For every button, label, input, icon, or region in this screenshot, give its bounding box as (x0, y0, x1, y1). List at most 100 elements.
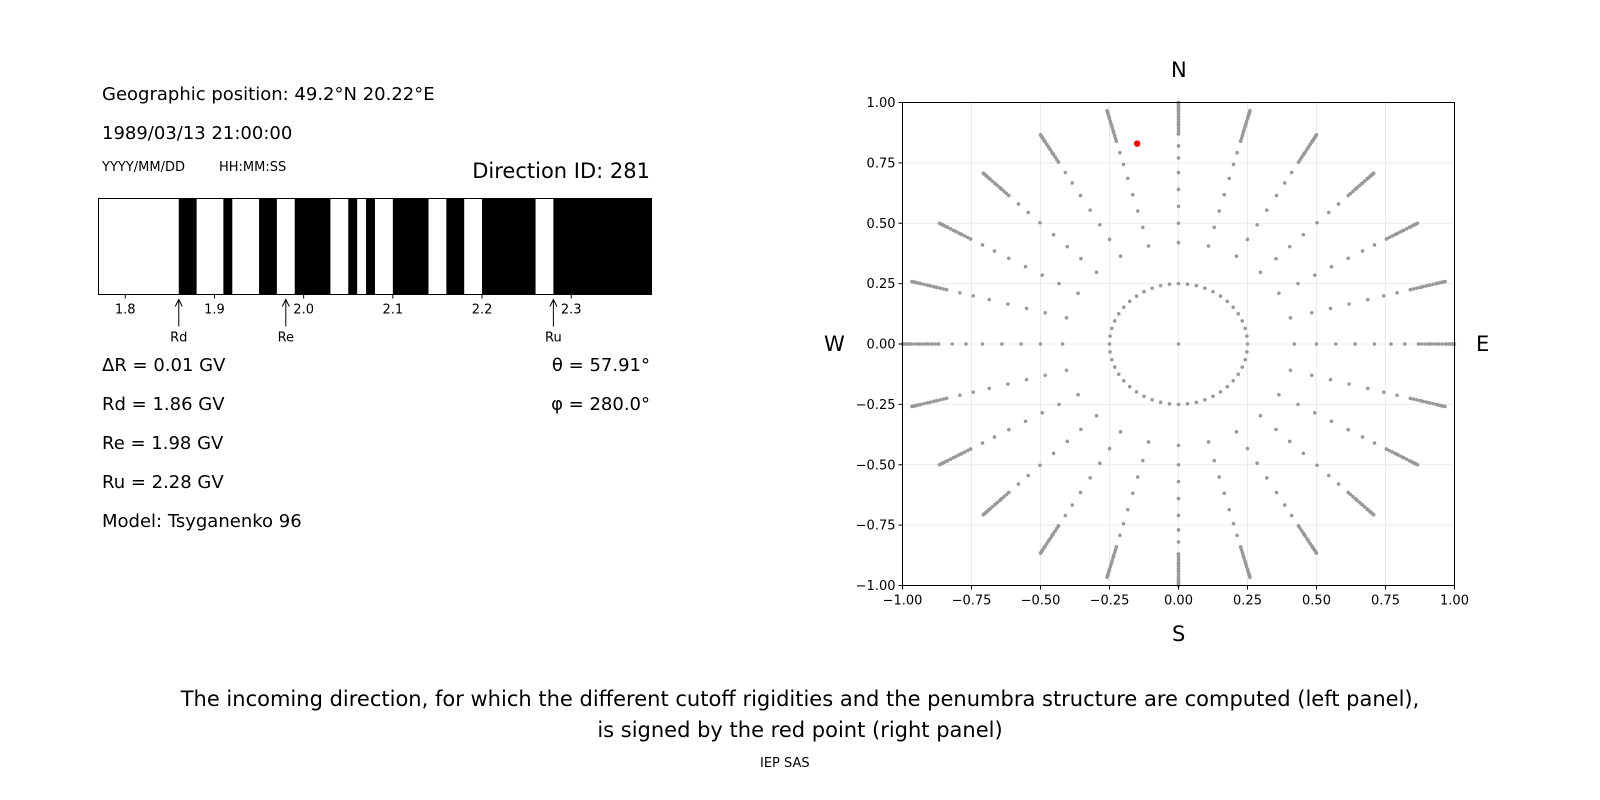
direction-point (958, 393, 962, 398)
direction-point (941, 287, 946, 291)
direction-point (1369, 511, 1374, 515)
direction-point (1107, 446, 1112, 451)
direction-point (1176, 187, 1181, 192)
penumbra-tick-label: 1.9 (204, 303, 225, 318)
direction-point (1420, 342, 1424, 346)
direction-point (1387, 448, 1392, 453)
direction-point (1176, 555, 1181, 559)
direction-point (1421, 399, 1426, 404)
direction-point (1134, 390, 1139, 394)
direction-point (950, 342, 954, 346)
direction-point (1424, 284, 1429, 288)
direction-point (1109, 561, 1114, 566)
compass-north: N (1171, 58, 1187, 82)
direction-point (922, 282, 926, 287)
direction-point (1358, 501, 1362, 505)
direction-point (1396, 453, 1400, 457)
direction-point (1326, 210, 1331, 215)
direction-point (1367, 509, 1372, 513)
direction-point (1125, 176, 1130, 181)
direction-point (1176, 342, 1181, 346)
direction-point (1243, 125, 1247, 129)
direction-point (1360, 503, 1365, 507)
direction-point (1176, 563, 1181, 568)
penumbra-chart: 1.8 1.9 2.0 2.1 2.2 2.3 Rd Re Ru (98, 198, 652, 346)
direction-point (1348, 492, 1353, 497)
x-tick-label: 0.25 (1233, 594, 1262, 609)
direction-point (1140, 458, 1145, 463)
direction-point (1112, 365, 1117, 369)
direction-point (912, 280, 917, 284)
direction-point (951, 228, 956, 233)
direction-point (1243, 326, 1247, 331)
direction-point (1176, 111, 1181, 116)
direction-point (1004, 191, 1009, 196)
direction-point (1360, 435, 1365, 439)
direction-point (1243, 122, 1248, 127)
direction-point (1346, 490, 1351, 495)
direction-point (1222, 491, 1227, 496)
direction-point (960, 232, 964, 237)
direction-point (1245, 342, 1250, 346)
direction-point (1240, 133, 1245, 138)
direction-point (935, 398, 939, 403)
direction-point (1245, 237, 1250, 242)
direction-point (1440, 280, 1445, 284)
direction-point (1112, 319, 1117, 323)
direction-point (936, 342, 941, 346)
direction-point (919, 281, 923, 286)
direction-point (1135, 209, 1140, 213)
direction-point (1353, 342, 1357, 346)
direction-point (1418, 398, 1422, 403)
direction-point (1130, 192, 1135, 197)
direction-point (1121, 521, 1126, 526)
direction-point (1106, 570, 1111, 574)
marker-label: Ru (545, 331, 562, 346)
y-tick-label: 0.00 (867, 338, 896, 353)
direction-point (1247, 111, 1252, 115)
direction-point (1367, 175, 1372, 179)
direction-point (1433, 342, 1437, 346)
direction-point (992, 503, 997, 507)
direction-point (1040, 549, 1044, 553)
direction-point (1336, 202, 1341, 206)
direction-point (1176, 204, 1181, 209)
direction-point (1225, 384, 1230, 389)
direction-point (1411, 397, 1416, 401)
phi-value: φ = 280.0° (551, 394, 650, 415)
direction-point (954, 229, 959, 234)
direction-point (1038, 463, 1042, 468)
y-tick-label: 0.25 (867, 277, 896, 292)
delta-r-value: ΔR = 0.01 GV (102, 355, 226, 376)
direction-point (942, 224, 947, 228)
direction-point (1296, 281, 1300, 286)
direction-point (1000, 342, 1004, 346)
direction-point (1346, 256, 1351, 261)
direction-point (1446, 342, 1451, 346)
direction-point (1094, 270, 1099, 275)
direction-point (1440, 404, 1445, 408)
direction-point (1246, 570, 1251, 574)
selected-direction (1133, 140, 1141, 147)
x-tick-label: 1.00 (1440, 594, 1469, 609)
footer-credit: IEP SAS (760, 756, 810, 771)
direction-point (1118, 533, 1122, 538)
x-tick-label: −0.75 (952, 594, 992, 609)
direction-point (1390, 450, 1394, 454)
direction-point (923, 342, 927, 346)
direction-point (1312, 273, 1317, 277)
direction-point (1004, 492, 1009, 497)
direction-point (1158, 283, 1163, 288)
penumbra-segments (178, 198, 652, 295)
direction-point (1231, 162, 1236, 167)
direction-point (1241, 130, 1246, 135)
direction-point (1110, 125, 1114, 129)
direction-point (1016, 482, 1021, 486)
direction-point (1116, 372, 1121, 376)
marker-label: Re (278, 331, 294, 346)
direction-point (1381, 294, 1386, 298)
direction-point (1146, 440, 1151, 444)
direction-point (1225, 299, 1230, 304)
direction-point (1040, 273, 1045, 277)
penumbra-segment (223, 198, 233, 295)
